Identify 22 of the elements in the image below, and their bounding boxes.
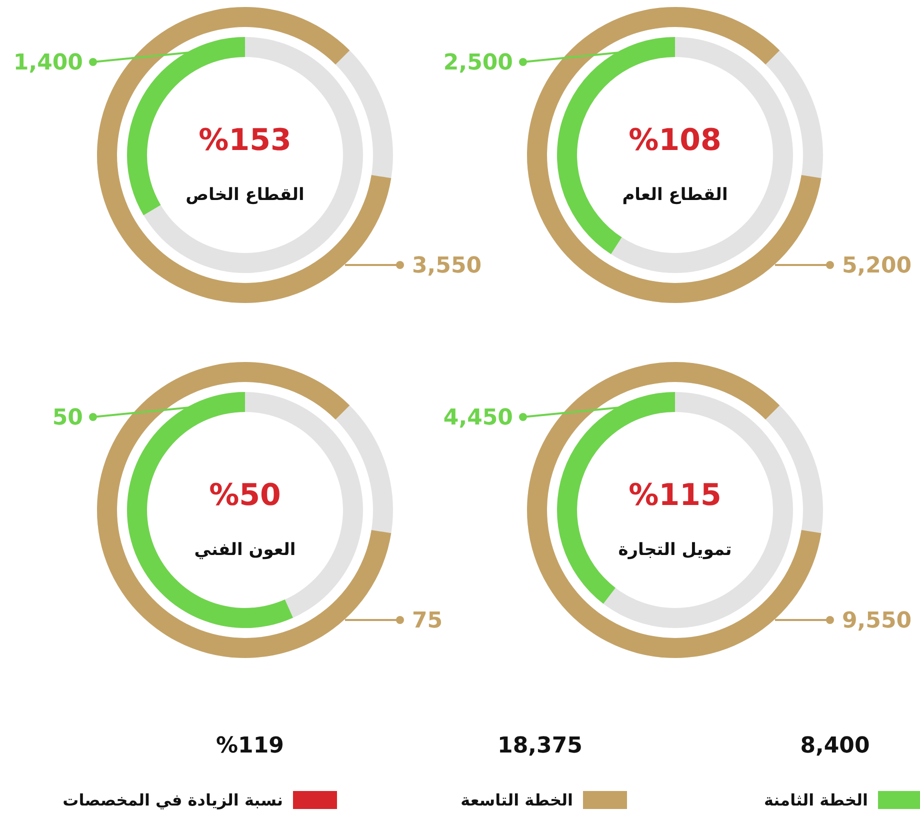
data-label: 3,550 <box>412 254 482 279</box>
data-label: 2,500 <box>443 50 513 76</box>
category-label: نسبة الزيادة في المخصصات <box>62 790 283 810</box>
data-label: 75 <box>412 608 443 634</box>
text: العون الفني <box>194 540 296 560</box>
text: القطاع الخاص <box>186 185 304 205</box>
data-label: 9,550 <box>842 608 912 634</box>
data-label: 5,200 <box>842 254 912 279</box>
data-label: %119 <box>216 734 284 759</box>
text: %115 <box>628 478 722 513</box>
category-label: الخطة الثامنة <box>764 790 868 810</box>
data-label: 1,400 <box>13 50 83 76</box>
data-label: 4,450 <box>443 406 513 431</box>
data-label: 50 <box>52 406 83 431</box>
data-label: 8,400 <box>800 734 870 759</box>
text: %108 <box>628 123 722 158</box>
category-label: الخطة التاسعة <box>460 790 573 810</box>
text: %50 <box>209 478 281 513</box>
text: %153 <box>198 123 292 158</box>
text: القطاع العام <box>622 185 728 205</box>
text: تمويل التجارة <box>618 540 732 560</box>
data-label: 18,375 <box>498 734 582 759</box>
